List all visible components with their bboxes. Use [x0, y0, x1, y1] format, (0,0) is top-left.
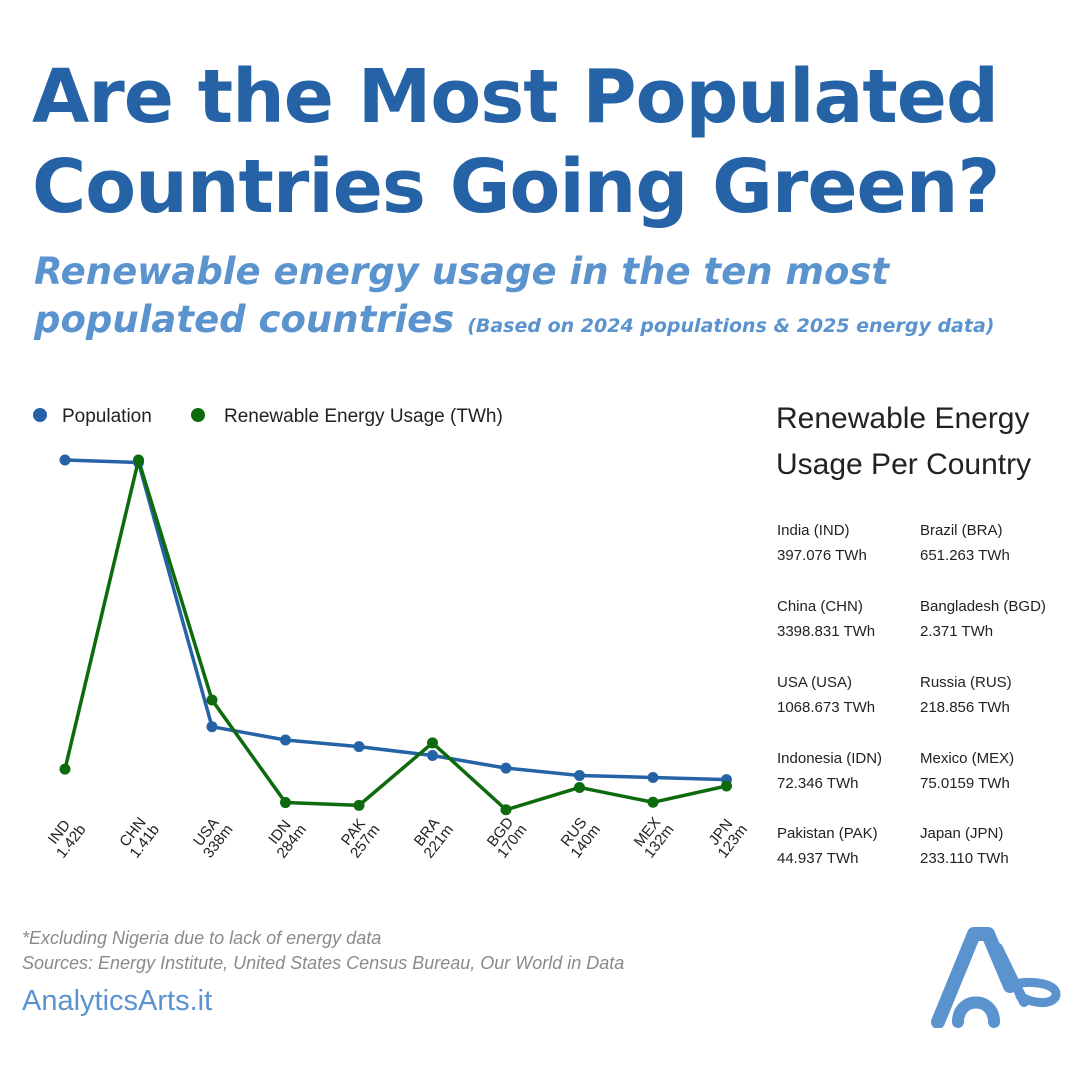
country-value: 44.937 TWh [777, 850, 859, 867]
country-value: 2.371 TWh [920, 623, 994, 640]
data-point-population-idn [280, 734, 291, 746]
country-value: 651.263 TWh [920, 547, 1010, 564]
chart-legend: Population Renewable Energy Usage (TWh) [33, 406, 503, 427]
brand-link[interactable]: AnalyticsArts.it [22, 985, 213, 1017]
country-name: Japan (JPN) [920, 825, 1004, 842]
country-india: India (IND) 397.076 TWh [777, 518, 937, 568]
data-point-energy-bgd [500, 804, 512, 816]
country-value: 72.346 TWh [777, 775, 859, 792]
footnote-sources: Sources: Energy Institute, United States… [22, 953, 625, 973]
country-name: Pakistan (PAK) [777, 825, 878, 842]
data-point-energy-pak [353, 799, 365, 811]
page-subtitle: Renewable energy usage in the ten most p… [34, 248, 1064, 350]
data-point-energy-chn [133, 454, 144, 466]
data-point-energy-idn [280, 797, 291, 809]
country-brazil: Brazil (BRA) 651.263 TWh [920, 518, 1080, 568]
country-value: 233.110 TWh [920, 850, 1009, 867]
data-point-energy-ind [59, 763, 71, 775]
data-point-population-rus [574, 769, 585, 781]
country-name: Brazil (BRA) [920, 522, 1003, 539]
data-point-population-pak [353, 741, 365, 753]
country-name: China (CHN) [777, 598, 863, 615]
country-mexico: Mexico (MEX) 75.0159 TWh [920, 746, 1080, 796]
page-title: Are the Most Populated Countries Going G… [32, 54, 1000, 230]
data-point-energy-mex [647, 796, 659, 808]
analyticsarts-logo-icon [931, 927, 1061, 1028]
panel-title: Renewable Energy Usage Per Country [776, 396, 1076, 488]
panel-title-line2: Usage Per Country [776, 448, 1032, 481]
legend-marker-population [33, 408, 47, 422]
plot-area [59, 454, 732, 816]
country-value: 397.076 TWh [777, 547, 867, 564]
data-point-energy-bra [427, 737, 438, 749]
country-russia: Russia (RUS) 218.856 TWh [920, 670, 1080, 720]
country-value: 75.0159 TWh [920, 775, 1010, 792]
subtitle-note: (Based on 2024 populations & 2025 energy… [467, 315, 995, 337]
footnote: *Excluding Nigeria due to lack of energy… [22, 926, 624, 976]
panel-title-line1: Renewable Energy [776, 402, 1030, 435]
country-value: 1068.673 TWh [777, 699, 876, 716]
data-point-population-bgd [500, 762, 512, 774]
country-indonesia: Indonesia (IDN) 72.346 TWh [777, 746, 937, 796]
country-china: China (CHN) 3398.831 TWh [777, 594, 937, 644]
series-line-population [64, 458, 727, 782]
country-name: Bangladesh (BGD) [920, 598, 1046, 615]
country-usa: USA (USA) 1068.673 TWh [777, 670, 937, 720]
country-japan: Japan (JPN) 233.110 TWh [920, 821, 1080, 871]
legend-marker-energy [191, 408, 205, 422]
data-point-population-usa [206, 721, 218, 733]
country-name: Russia (RUS) [920, 674, 1012, 691]
series-line-energy [63, 458, 727, 812]
country-name: Mexico (MEX) [920, 750, 1015, 767]
country-value: 218.856 TWh [920, 699, 1010, 716]
data-point-population-bra [427, 750, 438, 762]
footnote-exclusion: *Excluding Nigeria due to lack of energy… [22, 928, 382, 948]
legend-label-population: Population [62, 406, 152, 427]
data-point-energy-jpn [721, 780, 732, 792]
country-name: India (IND) [777, 522, 850, 539]
line-chart: Population Renewable Energy Usage (TWh) … [33, 406, 751, 862]
country-name: USA (USA) [777, 674, 853, 691]
country-bangladesh: Bangladesh (BGD) 2.371 TWh [920, 594, 1080, 644]
country-pakistan: Pakistan (PAK) 44.937 TWh [777, 821, 937, 871]
data-point-population-ind [59, 454, 71, 466]
data-point-energy-usa [206, 694, 218, 706]
data-point-population-mex [647, 771, 659, 783]
subtitle-text: Renewable energy usage in the ten most p… [34, 250, 890, 341]
data-point-energy-rus [574, 781, 585, 793]
country-name: Indonesia (IDN) [777, 750, 883, 767]
legend-label-energy: Renewable Energy Usage (TWh) [224, 406, 503, 427]
country-value: 3398.831 TWh [777, 623, 876, 640]
